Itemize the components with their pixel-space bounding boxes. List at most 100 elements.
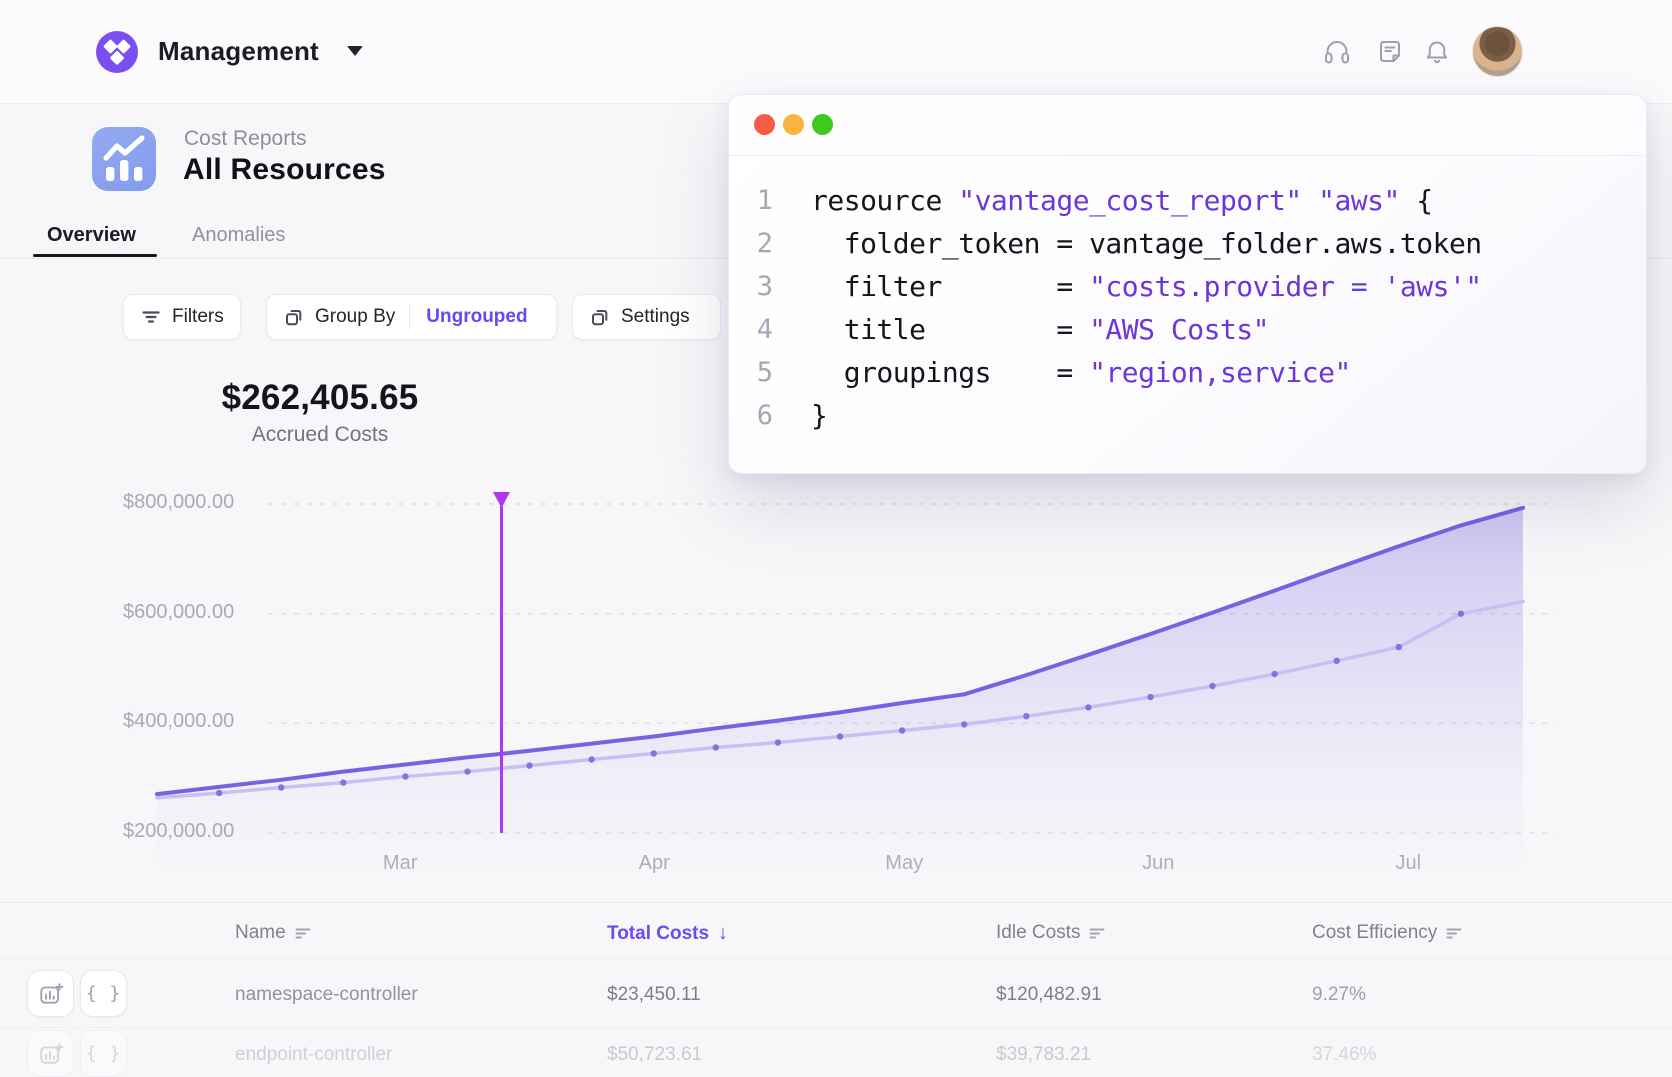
breadcrumb: Cost Reports <box>184 127 307 150</box>
line-number: 6 <box>756 400 773 431</box>
tab-anomalies[interactable]: Anomalies <box>192 224 286 246</box>
data-point-dot <box>1085 704 1092 711</box>
column-header-cost-efficiency[interactable]: Cost Efficiency <box>1312 922 1462 944</box>
code-line: 5 groupings = "region,service" <box>729 351 1646 394</box>
braces-icon: { } <box>85 983 122 1004</box>
data-point-dot <box>402 773 409 780</box>
report-icon-tile <box>92 127 156 191</box>
column-label: Cost Efficiency <box>1312 922 1438 943</box>
minimize-traffic-light[interactable] <box>783 114 804 135</box>
data-point-dot <box>650 750 657 757</box>
code-line: 1 resource "vantage_cost_report" "aws" { <box>729 179 1646 222</box>
top-bar: Management <box>0 0 1672 104</box>
data-point-dot <box>1271 670 1278 678</box>
filters-button[interactable]: Filters <box>123 294 241 340</box>
accrued-costs-label: Accrued Costs <box>251 423 389 446</box>
x-axis-label: May <box>885 852 924 874</box>
workspace-dropdown-caret[interactable] <box>347 46 363 56</box>
filter-icon <box>140 306 162 328</box>
line-number: 2 <box>756 228 773 259</box>
column-header-idle-costs[interactable]: Idle Costs <box>996 922 1105 944</box>
data-point-dot <box>215 789 223 797</box>
y-axis-label: $800,000.00 <box>123 491 235 513</box>
code-lines: 1 resource "vantage_cost_report" "aws" {2… <box>729 179 1646 437</box>
row-divider <box>0 958 1672 959</box>
line-number: 4 <box>756 314 773 345</box>
code-editor-window: 1 resource "vantage_cost_report" "aws" {2… <box>728 94 1647 474</box>
code-line: 6} <box>729 394 1646 437</box>
code-text: groupings = "region,service" <box>811 356 1352 389</box>
cost-chart[interactable] <box>0 450 1672 880</box>
line-number: 5 <box>756 357 773 388</box>
active-tab-underline <box>33 254 157 257</box>
column-label: Name <box>235 922 286 943</box>
code-text: } <box>811 399 828 432</box>
code-window-titlebar[interactable] <box>729 95 1646 156</box>
code-text: resource "vantage_cost_report" "aws" { <box>811 184 1433 217</box>
workspace-logo[interactable] <box>96 31 138 73</box>
data-point-dot <box>588 756 595 763</box>
cost-efficiency: 9.27% <box>1312 984 1366 1005</box>
braces-icon: { } <box>85 1043 122 1064</box>
tab-overview[interactable]: Overview <box>47 224 136 246</box>
idle-costs: $120,482.91 <box>996 984 1102 1005</box>
sort-icon <box>1446 928 1462 938</box>
data-point-dot <box>340 779 347 786</box>
data-point-dot <box>1457 610 1465 617</box>
code-text: filter = "costs.provider = 'aws'" <box>811 270 1482 303</box>
y-axis-label: $400,000.00 <box>123 710 235 733</box>
y-axis-label: $200,000.00 <box>123 820 235 842</box>
group-by-label: Group By <box>315 306 396 327</box>
sort-desc-arrow-icon: ↓ <box>718 922 729 944</box>
data-point-dot <box>278 784 285 791</box>
x-axis-label: Jul <box>1395 852 1422 874</box>
column-label: Idle Costs <box>996 922 1081 943</box>
column-header-name[interactable]: Name <box>235 922 311 944</box>
settings-button[interactable]: Settings <box>572 294 721 340</box>
row-divider <box>0 1027 1672 1028</box>
column-header-total-costs[interactable]: Total Costs ↓ <box>607 922 728 945</box>
code-line: 2 folder_token = vantage_folder.aws.toke… <box>729 222 1646 265</box>
user-avatar[interactable] <box>1473 27 1522 76</box>
table-top-divider <box>0 902 1672 903</box>
code-line: 4 title = "AWS Costs" <box>729 308 1646 351</box>
idle-costs: $39,783.21 <box>996 1044 1092 1065</box>
group-by-button[interactable]: Group By Ungrouped <box>266 294 557 340</box>
filters-label: Filters <box>172 306 224 327</box>
column-label: Total Costs <box>607 922 710 944</box>
data-point-dot <box>1333 657 1340 664</box>
page-title: All Resources <box>183 153 386 186</box>
data-point-dot <box>836 733 844 740</box>
x-axis-label: Apr <box>638 852 670 874</box>
data-point-dot <box>1023 713 1030 720</box>
changelog-note-icon[interactable] <box>1376 38 1404 66</box>
cost-report-chart-icon <box>103 135 145 181</box>
headphones-icon[interactable] <box>1323 38 1351 66</box>
settings-stack-icon <box>589 306 611 328</box>
group-by-value[interactable]: Ungrouped <box>426 306 528 327</box>
settings-label: Settings <box>621 306 690 327</box>
y-axis-label: $600,000.00 <box>123 600 235 623</box>
cost-efficiency: 37.46% <box>1312 1044 1377 1065</box>
data-point-dot <box>712 744 719 751</box>
bell-icon[interactable] <box>1423 38 1451 66</box>
open-chart-button[interactable] <box>27 1030 74 1077</box>
data-point-dot <box>464 768 471 775</box>
area-fill <box>157 507 1523 874</box>
chart-cursor-marker[interactable] <box>493 492 510 508</box>
add-report-icon <box>39 1042 63 1064</box>
data-point-dot <box>526 762 533 769</box>
workspace-name[interactable]: Management <box>158 36 319 66</box>
total-costs: $50,723.61 <box>607 1044 703 1065</box>
x-axis-label: Jun <box>1142 852 1175 874</box>
close-traffic-light[interactable] <box>754 114 775 135</box>
data-point-dot <box>1147 693 1154 701</box>
data-point-dot <box>774 739 782 746</box>
view-code-button[interactable]: { } <box>80 970 127 1017</box>
accrued-costs-amount: $262,405.65 <box>221 378 419 417</box>
zoom-traffic-light[interactable] <box>812 114 833 135</box>
x-axis-label: Mar <box>382 852 418 874</box>
data-point-dot <box>1209 682 1216 690</box>
open-chart-button[interactable] <box>27 970 74 1017</box>
data-point-dot <box>961 721 968 728</box>
